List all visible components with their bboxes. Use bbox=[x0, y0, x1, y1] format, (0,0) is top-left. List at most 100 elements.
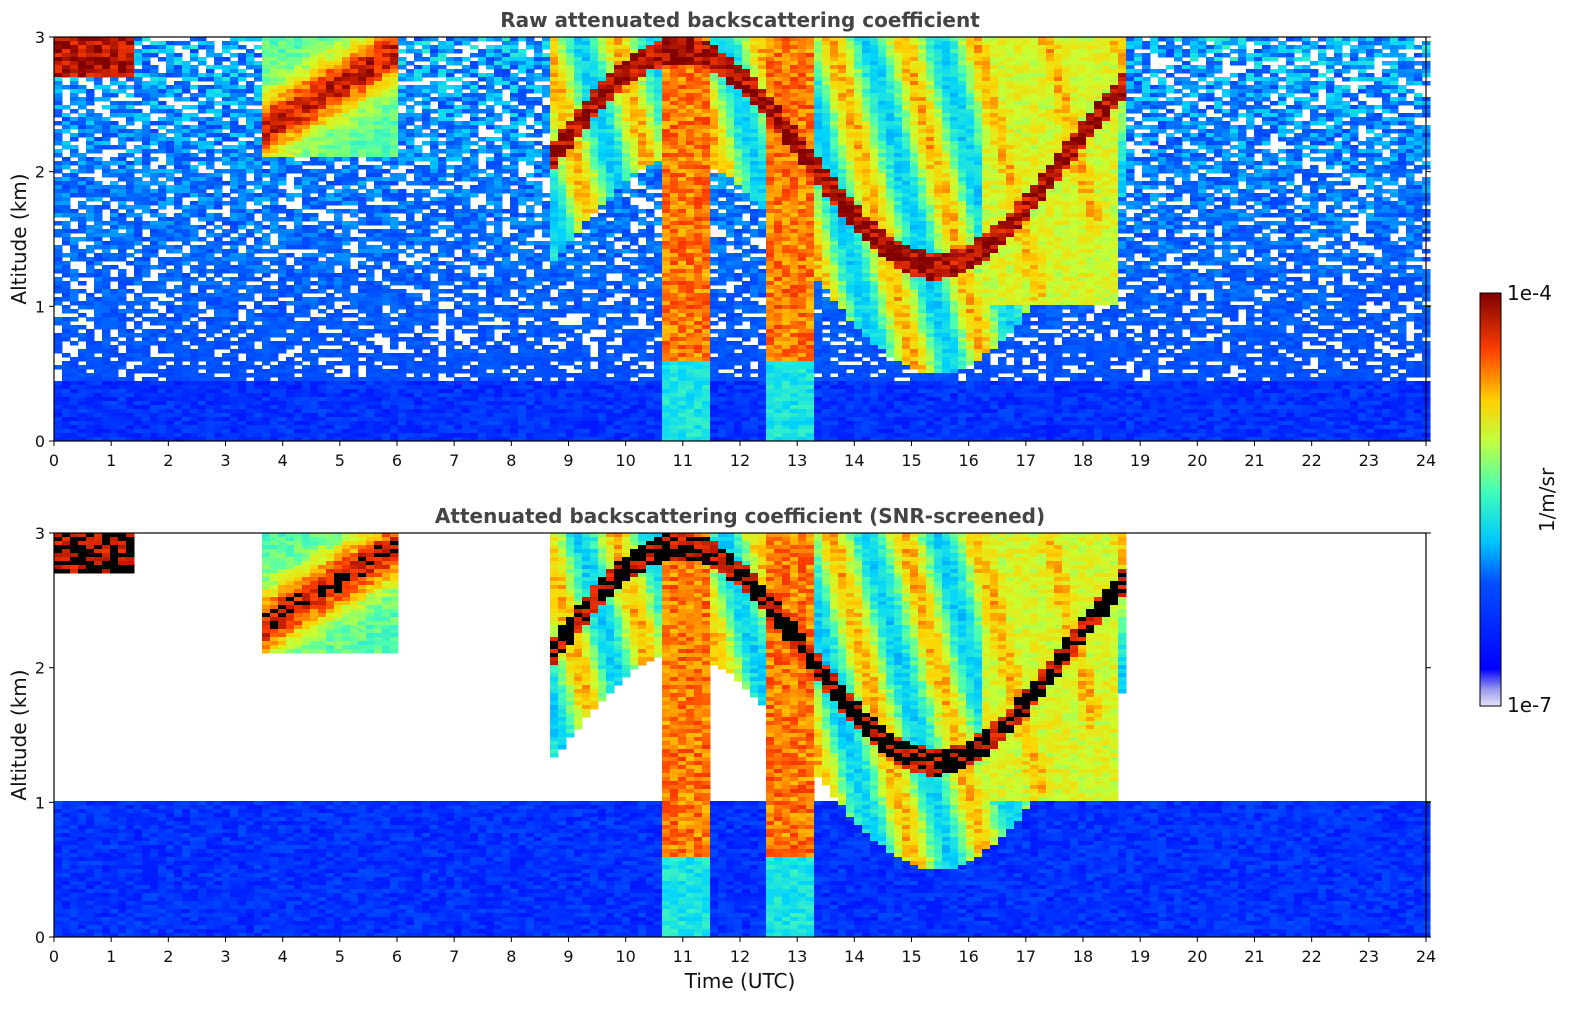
heat-cell bbox=[494, 217, 503, 222]
heat-cell bbox=[358, 429, 367, 434]
heat-cell bbox=[150, 317, 159, 322]
heat-cell bbox=[382, 81, 391, 86]
heat-cell bbox=[454, 397, 463, 402]
heat-cell bbox=[142, 69, 151, 74]
heat-cell bbox=[302, 41, 311, 46]
heat-cell bbox=[166, 225, 175, 230]
heat-cell bbox=[494, 357, 503, 362]
heat-cell bbox=[342, 193, 351, 198]
heat-cell bbox=[62, 201, 71, 206]
heat-cell bbox=[206, 389, 215, 394]
heat-cell bbox=[374, 137, 383, 142]
heat-cell bbox=[190, 429, 199, 434]
heat-cell bbox=[62, 253, 71, 258]
heat-cell bbox=[414, 189, 423, 194]
heat-cell bbox=[62, 121, 71, 126]
heat-cell bbox=[382, 153, 391, 158]
heat-cell bbox=[182, 241, 191, 246]
heat-cell bbox=[94, 313, 103, 318]
heat-cell bbox=[326, 125, 335, 130]
heat-cell bbox=[326, 321, 335, 326]
heat-cell bbox=[94, 369, 103, 374]
heat-cell bbox=[134, 213, 143, 218]
heat-cell bbox=[366, 121, 375, 126]
heat-cell bbox=[294, 97, 303, 102]
heat-cell bbox=[430, 149, 439, 154]
heat-cell bbox=[382, 409, 391, 414]
heat-cell bbox=[302, 65, 311, 70]
heat-cell bbox=[198, 185, 207, 190]
heat-cell bbox=[142, 341, 151, 346]
heat-cell bbox=[62, 73, 71, 78]
heat-cell bbox=[174, 237, 183, 242]
heat-cell bbox=[478, 409, 487, 414]
heat-cell bbox=[518, 397, 527, 402]
heat-cell bbox=[422, 181, 431, 186]
heat-cell bbox=[230, 257, 239, 262]
heat-cell bbox=[222, 365, 231, 370]
heat-cell bbox=[518, 93, 527, 98]
heat-cell bbox=[398, 209, 407, 214]
heat-cell bbox=[198, 181, 207, 186]
heat-cell bbox=[182, 137, 191, 142]
heat-cell bbox=[166, 413, 175, 418]
heat-cell bbox=[238, 265, 247, 270]
heat-cell bbox=[238, 401, 247, 406]
heat-cell bbox=[142, 205, 151, 210]
heat-cell bbox=[310, 109, 319, 114]
heat-cell bbox=[326, 97, 335, 102]
heat-cell bbox=[494, 281, 503, 286]
heat-cell bbox=[126, 189, 135, 194]
heat-cell bbox=[102, 353, 111, 358]
heat-cell bbox=[206, 101, 215, 106]
heat-cell bbox=[342, 253, 351, 258]
heat-cell bbox=[374, 249, 383, 254]
heat-cell bbox=[246, 277, 255, 282]
heat-cell bbox=[518, 141, 527, 146]
heat-cell bbox=[166, 257, 175, 262]
heat-cell bbox=[214, 89, 223, 94]
heat-cell bbox=[318, 397, 327, 402]
heat-cell bbox=[494, 345, 503, 350]
heat-cell bbox=[398, 125, 407, 130]
heat-cell bbox=[302, 37, 311, 42]
heat-cell bbox=[366, 417, 375, 422]
heat-cell bbox=[278, 217, 287, 222]
heat-cell bbox=[366, 153, 375, 158]
heat-cell bbox=[486, 413, 495, 418]
heat-cell bbox=[534, 333, 543, 338]
heat-cell bbox=[94, 365, 103, 370]
heat-cell bbox=[102, 397, 111, 402]
heat-cell bbox=[494, 369, 503, 374]
heat-cell bbox=[62, 85, 71, 90]
heat-cell bbox=[502, 409, 511, 414]
heat-cell bbox=[254, 353, 263, 358]
heat-cell bbox=[246, 197, 255, 202]
heat-cell bbox=[486, 281, 495, 286]
heat-cell bbox=[54, 129, 63, 134]
heat-cell bbox=[166, 229, 175, 234]
heat-cell bbox=[86, 381, 95, 386]
heat-cell bbox=[510, 381, 519, 386]
heat-cell bbox=[142, 225, 151, 230]
heat-cell bbox=[510, 85, 519, 90]
heat-cell bbox=[382, 425, 391, 430]
heat-cell bbox=[294, 245, 303, 250]
heat-cell bbox=[310, 149, 319, 154]
heat-cell bbox=[270, 373, 279, 378]
heat-cell bbox=[334, 181, 343, 186]
heat-cell bbox=[318, 417, 327, 422]
heat-cell bbox=[126, 405, 135, 410]
heat-cell bbox=[398, 37, 407, 42]
heat-cell bbox=[206, 285, 215, 290]
heat-cell bbox=[462, 413, 471, 418]
heat-cell bbox=[238, 129, 247, 134]
heat-cell bbox=[294, 241, 303, 246]
heat-cell bbox=[406, 233, 415, 238]
heat-cell bbox=[54, 169, 63, 174]
heat-cell bbox=[494, 245, 503, 250]
heat-cell bbox=[94, 257, 103, 262]
heat-cell bbox=[502, 381, 511, 386]
heat-cell bbox=[206, 425, 215, 430]
heat-cell bbox=[294, 261, 303, 266]
